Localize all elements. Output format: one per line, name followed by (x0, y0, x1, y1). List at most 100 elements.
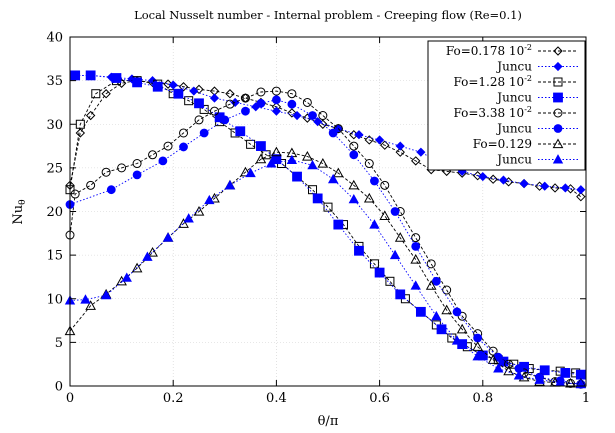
legend-label-superscript: -2 (524, 74, 532, 83)
data-point (255, 153, 267, 164)
data-point (473, 333, 483, 343)
series-line (69, 159, 581, 385)
data-point (168, 80, 178, 90)
legend-label-text: Juncu (495, 91, 532, 105)
data-point (375, 135, 385, 145)
data-point (271, 95, 281, 105)
data-point (246, 139, 256, 149)
data-point (308, 111, 317, 120)
data-point (349, 150, 359, 160)
data-point (271, 154, 282, 165)
data-point (332, 167, 344, 178)
data-point (199, 128, 209, 138)
data-point (220, 115, 230, 125)
data-point (147, 246, 158, 257)
data-point (189, 86, 199, 96)
data-point (456, 323, 468, 334)
legend-label-text: Fo=0.178 10 (446, 44, 524, 58)
data-point (576, 185, 586, 195)
data-point (194, 98, 204, 109)
data-point (395, 289, 406, 300)
data-point (209, 106, 219, 116)
data-point (487, 354, 499, 364)
legend-marker (553, 77, 563, 87)
data-point (75, 128, 86, 138)
data-point (394, 232, 406, 242)
data-point (457, 311, 467, 321)
y-axis-label-base: Nu (11, 205, 26, 225)
data-point (132, 159, 142, 169)
data-point (509, 359, 519, 369)
x-tick-label: 0.2 (163, 391, 184, 406)
data-point (193, 205, 205, 216)
data-point (162, 232, 174, 242)
legend-label-text: Juncu (495, 60, 532, 74)
x-tick-label: 0 (66, 391, 74, 406)
legend-entry: Fo=3.38 10-2 (453, 105, 578, 120)
data-point (328, 128, 338, 138)
data-point (131, 262, 143, 273)
data-point (199, 104, 209, 114)
data-point (472, 351, 483, 361)
data-point (308, 185, 318, 195)
data-point (540, 181, 550, 191)
data-point (425, 280, 437, 290)
plot-area (64, 36, 587, 389)
legend-marker (552, 154, 564, 164)
data-point (240, 93, 250, 103)
data-point (348, 179, 360, 190)
data-point (441, 304, 453, 315)
data-point (519, 179, 529, 189)
y-tick-label: 30 (46, 118, 63, 133)
series-line (69, 80, 582, 198)
data-point (85, 110, 96, 121)
legend-marker (553, 61, 563, 72)
data-point (178, 82, 189, 92)
data-point (245, 167, 256, 178)
data-point (70, 70, 81, 81)
legend-label: Fo=0.129 (473, 137, 532, 151)
legend-marker (553, 124, 563, 133)
data-point (410, 253, 422, 264)
legend-box (427, 40, 586, 171)
data-point (204, 194, 215, 205)
y-tick-label: 10 (46, 292, 63, 307)
data-point (452, 307, 462, 317)
data-point (488, 174, 498, 184)
data-point (85, 70, 96, 81)
data-point (287, 99, 297, 109)
data-point (302, 97, 312, 107)
data-point (75, 119, 85, 129)
data-point (100, 289, 112, 300)
legend-entry: Fo=0.129 (473, 137, 578, 151)
data-point (560, 183, 570, 193)
legend-label-text: Juncu (495, 153, 532, 167)
data-point (91, 89, 101, 99)
data-point (576, 191, 586, 202)
data-point (389, 249, 401, 260)
y-tick-label: 35 (46, 74, 63, 89)
data-point (348, 193, 359, 204)
data-point (317, 157, 329, 168)
legend-label: Fo=0.178 10-2 (446, 43, 532, 58)
data-point (241, 106, 250, 116)
data-point (354, 130, 364, 140)
legend-label-text: Fo=3.38 10 (453, 106, 524, 120)
data-point (312, 193, 323, 204)
legend-entry: Juncu (495, 60, 578, 74)
data-point (442, 285, 452, 295)
data-point (235, 126, 246, 137)
data-point (302, 151, 313, 161)
data-point (86, 180, 96, 190)
data-point (426, 259, 436, 269)
data-point (152, 81, 163, 92)
data-point (266, 158, 277, 168)
y-tick-label: 40 (46, 31, 63, 46)
legend-label: Fo=1.28 10-2 (453, 74, 532, 89)
data-point (364, 159, 374, 169)
legend-label-text: Fo=0.129 (473, 137, 532, 151)
data-point (503, 365, 514, 376)
legend-entry: Juncu (495, 153, 578, 167)
